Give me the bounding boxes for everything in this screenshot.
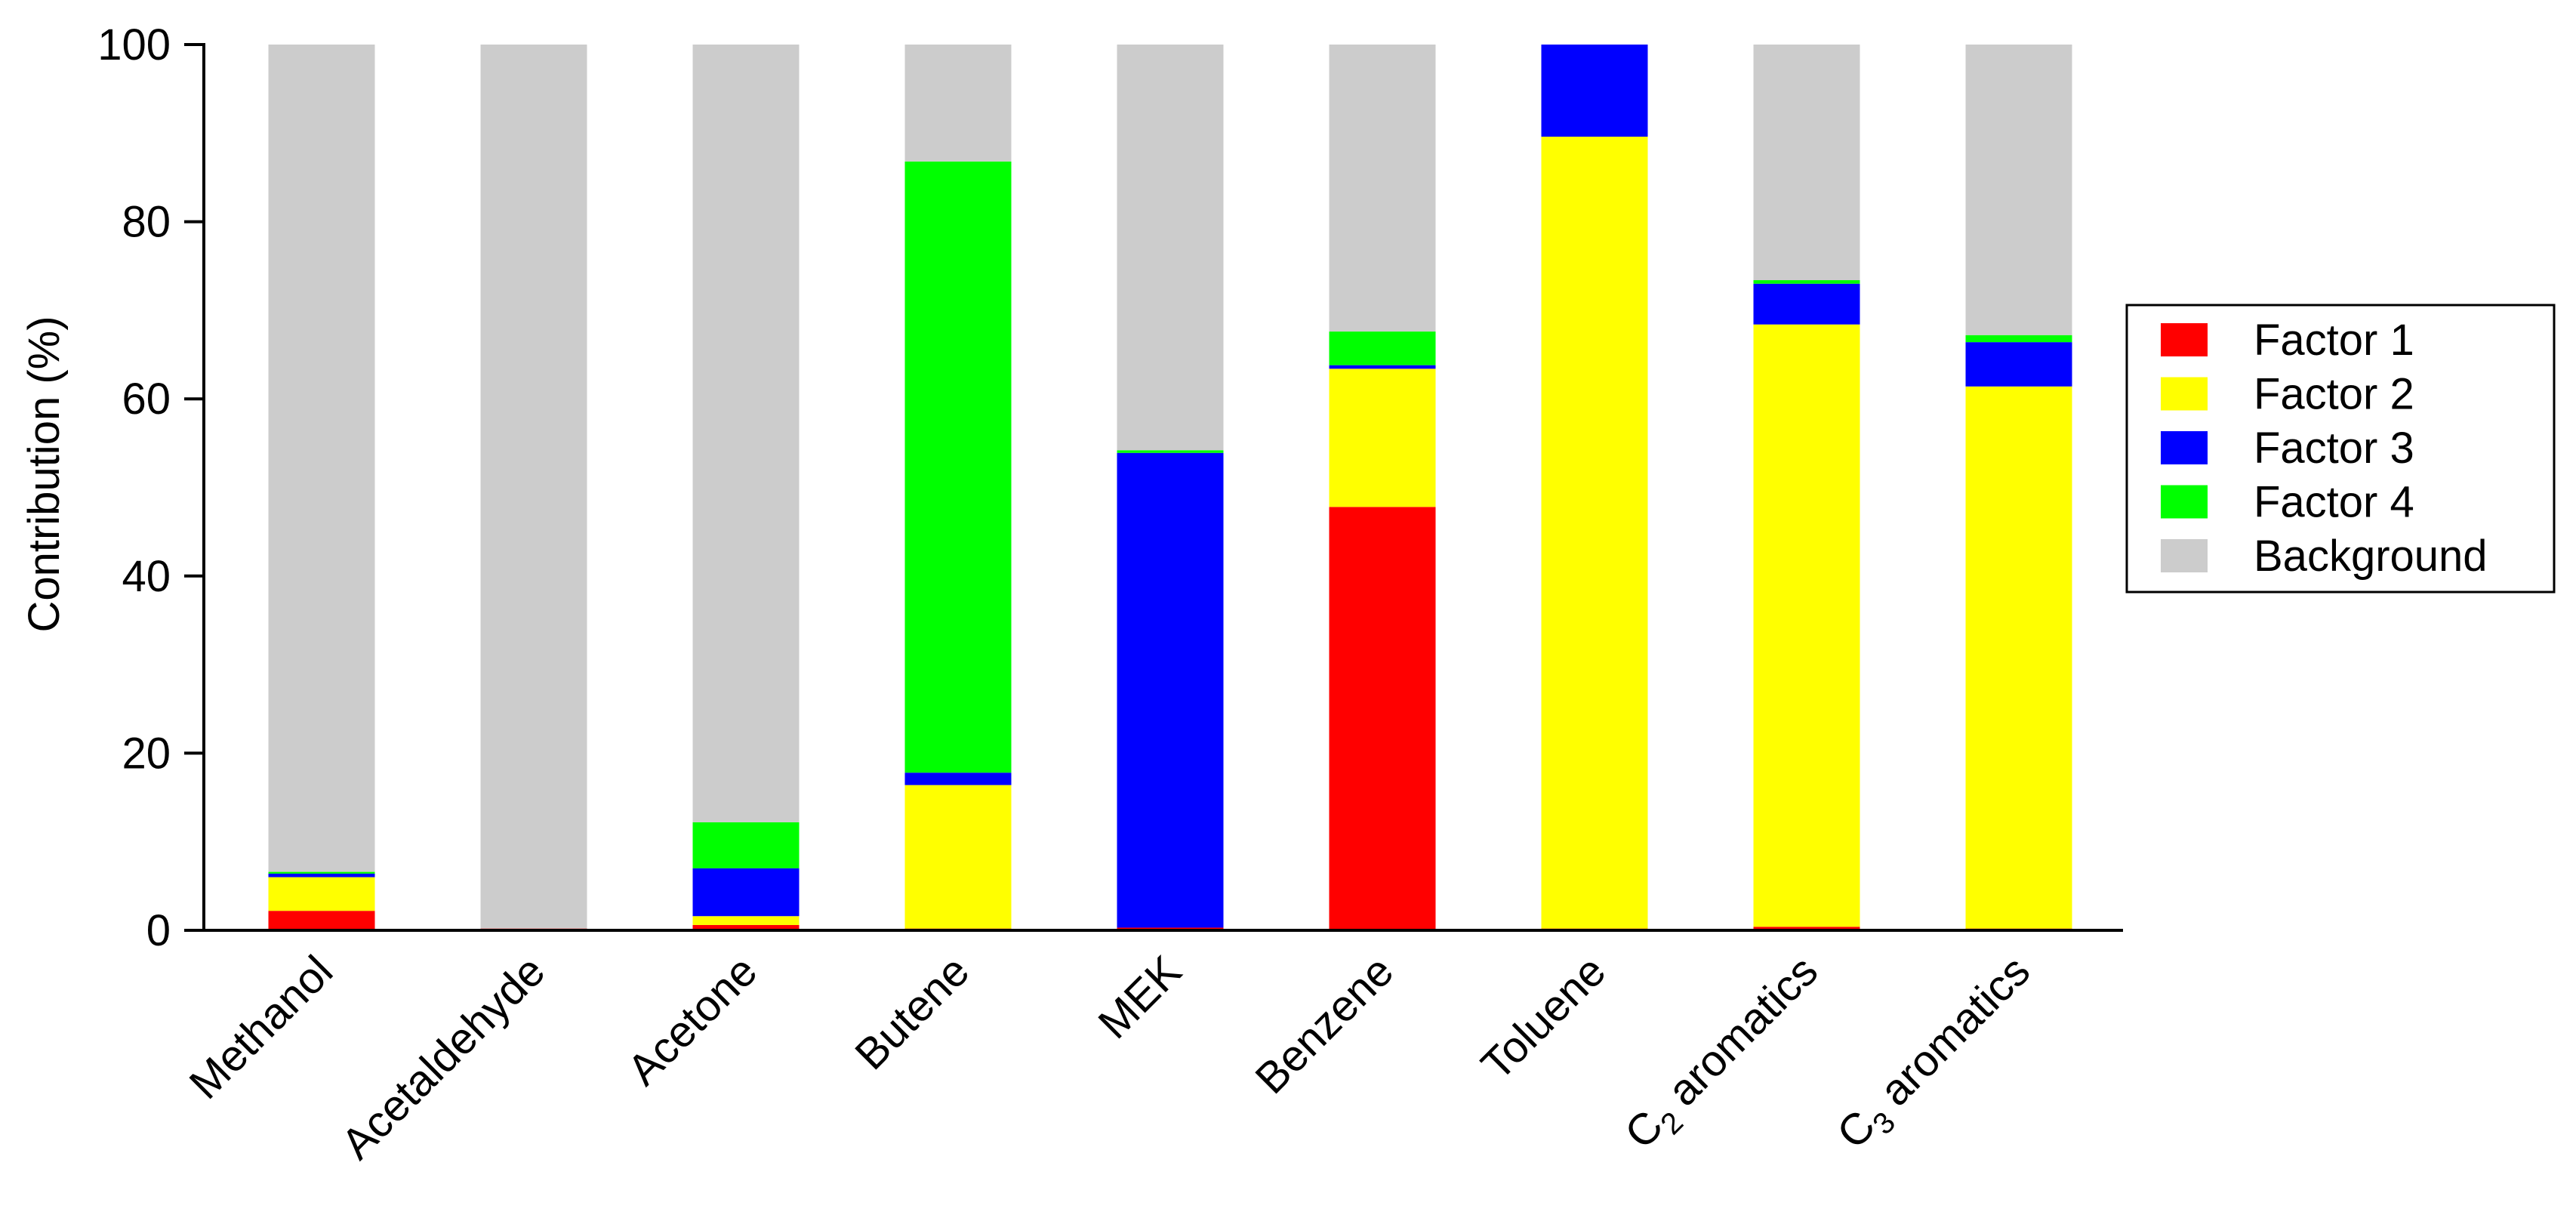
bar-segment-1-6 — [1329, 507, 1436, 930]
bar-segment-3-3 — [692, 868, 800, 917]
x-tick-label: Acetaldehyde — [332, 946, 554, 1168]
legend-swatch — [2161, 377, 2208, 411]
bar-segment-4-3 — [692, 822, 800, 868]
bar-segment-3-5 — [1117, 452, 1224, 928]
x-tick-label: Methanol — [180, 946, 343, 1109]
bars-layer — [268, 45, 2072, 930]
y-ticks-layer: 0 20 40 60 80 100 — [97, 20, 204, 955]
x-tick-label: MEK — [1089, 946, 1191, 1048]
bar-segment-5-4 — [904, 45, 1012, 162]
y-axis-label: Contribution (%) — [20, 316, 69, 632]
legend-label: Factor 3 — [2254, 424, 2414, 473]
legend-label: Factor 1 — [2254, 316, 2414, 365]
legend-swatch — [2161, 485, 2208, 519]
bar-segment-2-3 — [692, 916, 800, 925]
bar-segment-1-3 — [692, 924, 800, 930]
x-tick-label: Butene — [846, 946, 978, 1079]
axes-layer — [202, 43, 2123, 932]
bar-segment-5-8 — [1753, 45, 1860, 281]
bar-segment-1-1 — [268, 911, 375, 930]
bar-segment-3-6 — [1329, 365, 1436, 369]
bar-segment-5-6 — [1329, 45, 1436, 332]
bar-segment-5-5 — [1117, 45, 1224, 451]
y-tick-label: 80 — [122, 198, 171, 247]
legend-label: Factor 2 — [2254, 370, 2414, 419]
bar-segment-3-9 — [1965, 342, 2072, 387]
bar-segment-2-9 — [1965, 386, 2072, 929]
bar-segment-2-4 — [904, 785, 1012, 929]
legend-label: Background — [2254, 532, 2488, 581]
legend-swatch — [2161, 539, 2208, 572]
x-tick-label: C3 aromatics — [1828, 946, 2045, 1164]
bar-segment-1-8 — [1753, 927, 1860, 930]
legend-swatch — [2161, 431, 2208, 464]
bar-segment-5-9 — [1965, 45, 2072, 335]
bar-segment-4-9 — [1965, 335, 2072, 343]
bar-segment-3-7 — [1541, 45, 1648, 137]
y-tick-label: 20 — [122, 729, 171, 778]
x-tick-label: Benzene — [1246, 946, 1403, 1103]
legend-label: Factor 4 — [2254, 478, 2414, 527]
legend: Factor 1 Factor 2 Factor 3 Factor 4 Backgrou… — [2125, 304, 2556, 594]
bar-segment-2-6 — [1329, 369, 1436, 507]
bar-segment-2-7 — [1541, 136, 1648, 929]
legend-swatch — [2161, 323, 2208, 356]
y-tick-label: 0 — [146, 906, 171, 955]
x-tick-label: Acetone — [618, 946, 766, 1094]
bar-segment-3-8 — [1753, 283, 1860, 325]
x-tick-label: Toluene — [1472, 946, 1616, 1090]
bar-segment-4-5 — [1117, 450, 1224, 453]
bar-segment-5-1 — [268, 45, 375, 872]
x-tick-label: C2 aromatics — [1616, 946, 1833, 1164]
bar-segment-4-8 — [1753, 280, 1860, 284]
y-tick-label: 100 — [97, 20, 171, 69]
bar-segment-3-1 — [268, 873, 375, 877]
bar-segment-4-6 — [1329, 332, 1436, 365]
bar-segment-5-2 — [480, 45, 587, 929]
bar-segment-5-3 — [692, 45, 800, 822]
bar-segment-2-1 — [268, 877, 375, 911]
bar-segment-4-1 — [268, 871, 375, 874]
y-tick-label: 40 — [122, 552, 171, 601]
bar-segment-2-8 — [1753, 324, 1860, 927]
y-tick-label: 60 — [122, 375, 171, 424]
bar-segment-4-4 — [904, 161, 1012, 773]
bar-segment-3-4 — [904, 772, 1012, 785]
